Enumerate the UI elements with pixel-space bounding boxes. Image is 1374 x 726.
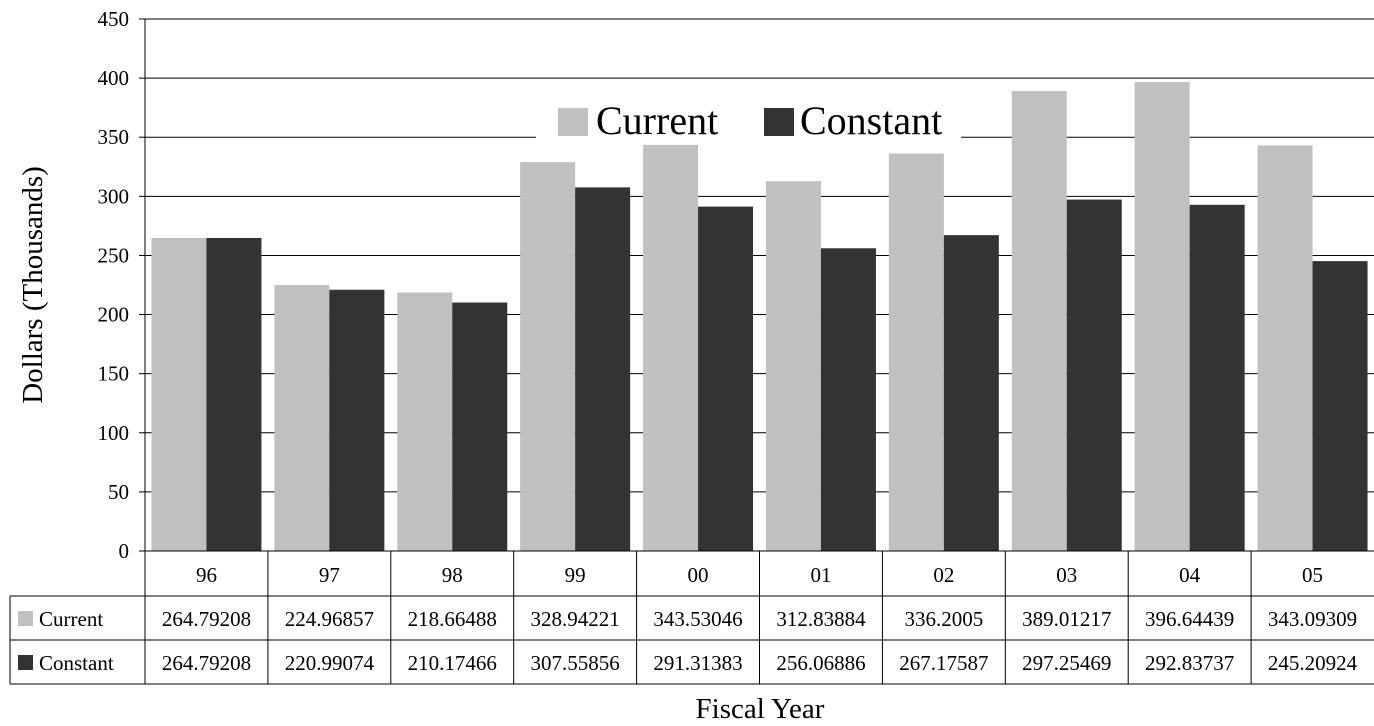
bar-constant-99	[575, 187, 631, 551]
bar-constant-01	[820, 248, 876, 551]
x-tick-label: 01	[810, 563, 831, 587]
table-legend-key-constant	[18, 655, 33, 670]
y-axis-title: Dollars (Thousands)	[17, 166, 49, 404]
legend-swatch-current	[558, 108, 588, 136]
bar-current-00	[643, 144, 699, 551]
data-label-constant: 256.06886	[776, 651, 865, 675]
data-label-current: 389.01217	[1022, 607, 1111, 631]
y-tick-label: 300	[98, 184, 130, 208]
x-tick-label: 02	[933, 563, 954, 587]
bar-constant-03	[1066, 199, 1122, 551]
data-label-constant: 210.17466	[408, 651, 497, 675]
x-tick-label: 00	[688, 563, 709, 587]
data-label-current: 218.66488	[408, 607, 497, 631]
x-tick-label: 99	[565, 563, 586, 587]
table-row-label-current: Current	[39, 607, 103, 631]
legend-label-constant: Constant	[800, 98, 942, 143]
data-label-current: 224.96857	[285, 607, 374, 631]
data-label-constant: 291.31383	[653, 651, 742, 675]
bar-constant-98	[452, 302, 508, 551]
data-label-constant: 267.17587	[899, 651, 988, 675]
y-tick-label: 200	[98, 303, 130, 327]
data-label-current: 396.64439	[1145, 607, 1234, 631]
bar-constant-04	[1189, 204, 1245, 551]
x-tick-label: 03	[1056, 563, 1077, 587]
bar-current-05	[1257, 145, 1313, 551]
bar-constant-00	[698, 206, 754, 552]
y-tick-label: 250	[98, 243, 130, 267]
y-tick-label: 450	[98, 7, 130, 31]
bar-current-98	[397, 292, 453, 551]
bar-current-96	[151, 237, 207, 552]
bar-constant-05	[1312, 261, 1368, 551]
bar-constant-02	[943, 235, 999, 552]
x-tick-label: 98	[442, 563, 463, 587]
data-label-constant: 292.83737	[1145, 651, 1234, 675]
legend-swatch-constant	[764, 108, 794, 136]
x-tick-label: 96	[196, 563, 217, 587]
bar-current-97	[274, 285, 330, 551]
x-tick-label: 05	[1302, 563, 1323, 587]
bar-constant-96	[206, 237, 262, 552]
bar-current-02	[888, 153, 944, 551]
y-tick-label: 150	[98, 362, 130, 386]
x-tick-label: 04	[1179, 563, 1201, 587]
y-tick-label: 0	[119, 539, 130, 563]
data-label-constant: 307.55856	[531, 651, 620, 675]
table-legend-key-current	[18, 611, 33, 626]
data-label-constant: 245.20924	[1268, 651, 1358, 675]
bar-current-99	[520, 162, 576, 552]
data-label-constant: 220.99074	[285, 651, 375, 675]
bar-current-03	[1011, 91, 1067, 551]
data-label-constant: 297.25469	[1022, 651, 1111, 675]
data-label-current: 336.2005	[904, 607, 983, 631]
data-label-current: 312.83884	[776, 607, 866, 631]
bar-current-04	[1134, 82, 1190, 551]
data-label-current: 343.09309	[1268, 607, 1357, 631]
x-tick-label: 97	[319, 563, 340, 587]
data-label-current: 264.79208	[162, 607, 251, 631]
y-tick-label: 50	[108, 480, 129, 504]
y-tick-label: 100	[98, 421, 130, 445]
y-tick-label: 400	[98, 66, 130, 90]
legend-background	[536, 103, 961, 143]
data-label-current: 343.53046	[653, 607, 742, 631]
bar-constant-97	[329, 289, 385, 551]
data-label-constant: 264.79208	[162, 651, 251, 675]
x-axis-title: Fiscal Year	[696, 693, 825, 725]
table-row-label-constant: Constant	[39, 651, 114, 675]
data-label-current: 328.94221	[531, 607, 620, 631]
legend-label-current: Current	[596, 98, 718, 143]
y-tick-label: 350	[98, 125, 130, 149]
bar-current-01	[765, 181, 821, 551]
